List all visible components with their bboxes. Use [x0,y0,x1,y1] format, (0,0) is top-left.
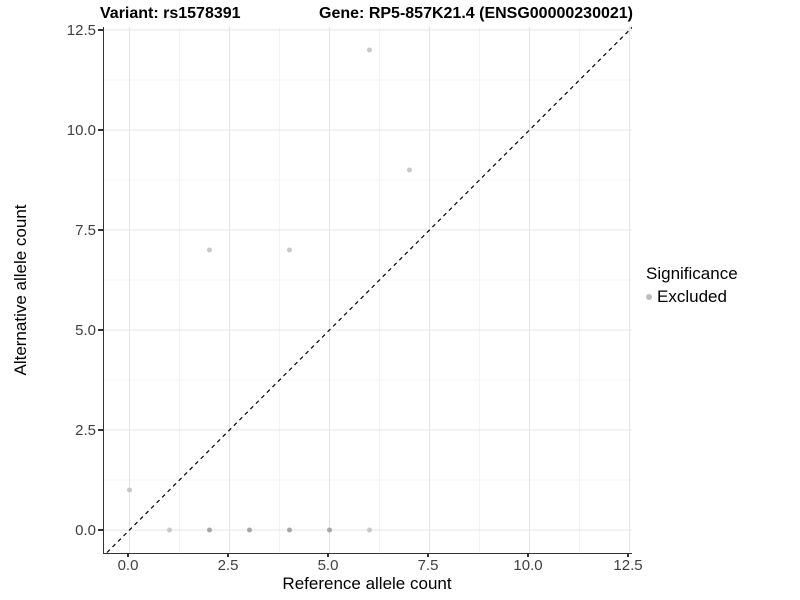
data-point [366,527,372,533]
data-point [126,487,132,493]
x-tick-mark [627,552,629,557]
x-tick-mark [427,552,429,557]
y-tick-mark [98,129,103,131]
data-point [246,527,252,533]
legend-point-icon [646,294,652,300]
data-point [366,47,372,53]
y-tick-mark [98,229,103,231]
data-point [206,527,212,533]
data-point [166,527,172,533]
y-tick-label: 5.0 [75,321,96,339]
x-tick-label: 12.5 [613,557,643,574]
data-point [286,247,292,253]
x-tick-mark [527,552,529,557]
y-tick-mark [98,529,103,531]
y-tick-label: 7.5 [75,221,96,239]
data-point [326,527,332,533]
legend: Significance Excluded [646,264,738,307]
x-tick-label: 2.5 [217,557,239,574]
plot-title-row: Variant: rs1578391 Gene: RP5-857K21.4 (E… [100,5,633,23]
data-point [286,527,292,533]
y-tick-label: 12.5 [66,21,96,39]
legend-title: Significance [646,264,738,283]
y-tick-label: 0.0 [75,521,96,539]
x-tick-mark [127,552,129,557]
y-tick-mark [98,29,103,31]
x-tick-mark [327,552,329,557]
data-point [206,247,212,253]
y-tick-label: 2.5 [75,421,96,439]
plot-title-gene: Gene: RP5-857K21.4 (ENSG00000230021) [319,5,633,22]
x-tick-label: 7.5 [417,557,439,574]
identity-line [106,27,632,553]
y-axis-title: Alternative allele count [11,204,30,376]
legend-item-label: Excluded [657,287,727,306]
y-tick-mark [98,429,103,431]
x-tick-mark [227,552,229,557]
y-tick-mark [98,329,103,331]
plot-panel [102,27,632,554]
y-tick-label: 10.0 [66,121,96,139]
x-tick-label: 5.0 [317,557,339,574]
plot-area-svg [103,27,632,553]
x-tick-label: 0.0 [117,557,139,574]
legend-item-excluded: Excluded [646,287,738,307]
x-axis-title: Reference allele count [282,574,452,593]
x-tick-label: 10.0 [513,557,543,574]
plot-title-variant: Variant: rs1578391 [100,5,241,22]
data-point [406,167,412,173]
